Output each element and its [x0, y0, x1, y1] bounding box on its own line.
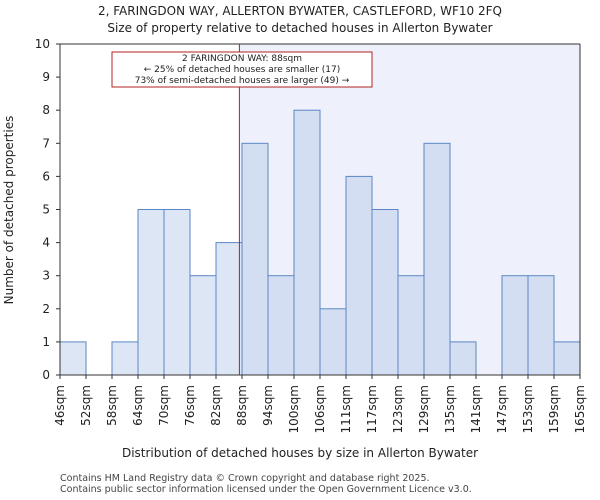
- x-tick-label-52sqm: 52sqm: [79, 385, 93, 426]
- annotation-line-2: ← 25% of detached houses are smaller (17…: [144, 65, 341, 75]
- x-tick-label-94sqm: 94sqm: [261, 385, 275, 426]
- x-tick-label-129sqm: 129sqm: [417, 385, 431, 433]
- bar-123sqm: [397, 275, 425, 376]
- bar-46sqm: [59, 341, 87, 376]
- x-tick-label-64sqm: 64sqm: [131, 385, 145, 426]
- footer-licence: Contains public sector information licen…: [60, 484, 472, 495]
- x-tick-label-88sqm: 88sqm: [235, 385, 249, 426]
- annotation-box: [111, 51, 373, 88]
- x-tick-label-46sqm: 46sqm: [53, 385, 67, 426]
- y-tick-label-1: 1: [42, 335, 50, 349]
- x-tick-label-141sqm: 141sqm: [469, 385, 483, 433]
- annotation-line-3: 73% of semi-detached houses are larger (…: [135, 76, 350, 86]
- annotation-line-1: 2 FARINGDON WAY: 88sqm: [182, 54, 302, 64]
- plot-area: 0 1 2 3 4 5 6 7 8 9 10 46sqm 52sqm 58sqm 64sqm 70sqm 76s…: [35, 37, 587, 433]
- bar-58sqm: [111, 341, 139, 376]
- bar-100sqm: [293, 109, 321, 376]
- x-tick-label-153sqm: 153sqm: [521, 385, 535, 433]
- bar-147sqm: [501, 275, 529, 376]
- y-tick-label-10: 10: [35, 37, 50, 51]
- bar-94sqm: [267, 275, 295, 376]
- x-tick-label-111sqm: 111sqm: [339, 385, 353, 433]
- x-tick-label-58sqm: 58sqm: [105, 385, 119, 426]
- histogram-chart: 2, FARINGDON WAY, ALLERTON BYWATER, CAST…: [2, 4, 587, 460]
- y-tick-label-2: 2: [42, 302, 50, 316]
- bar-88sqm: [241, 142, 269, 376]
- bar-70sqm: [163, 209, 191, 376]
- bar-153sqm: [527, 275, 555, 376]
- y-tick-label-0: 0: [42, 368, 50, 382]
- y-axis-label: Number of detached properties: [2, 116, 16, 305]
- bar-76sqm: [189, 275, 217, 376]
- bar-129sqm: [423, 142, 451, 376]
- chart-title: 2, FARINGDON WAY, ALLERTON BYWATER, CAST…: [98, 4, 502, 18]
- bar-111sqm: [345, 175, 373, 376]
- y-tick-label-7: 7: [42, 136, 50, 150]
- bar-82sqm: [215, 242, 243, 376]
- chart-subtitle: Size of property relative to detached ho…: [107, 21, 492, 35]
- x-tick-label-100sqm: 100sqm: [287, 385, 301, 433]
- footer-copyright: Contains HM Land Registry data © Crown c…: [60, 473, 430, 484]
- x-tick-label-123sqm: 123sqm: [391, 385, 405, 433]
- x-tick-label-82sqm: 82sqm: [209, 385, 223, 426]
- bar-159sqm: [553, 341, 581, 376]
- x-tick-label-159sqm: 159sqm: [547, 385, 561, 433]
- bar-117sqm: [371, 209, 399, 376]
- x-tick-label-135sqm: 135sqm: [443, 385, 457, 433]
- x-tick-label-117sqm: 117sqm: [365, 385, 379, 433]
- x-tick-label-147sqm: 147sqm: [495, 385, 509, 433]
- y-tick-label-4: 4: [42, 236, 50, 250]
- bar-106sqm: [319, 308, 347, 376]
- bar-135sqm: [449, 341, 477, 376]
- y-tick-label-8: 8: [42, 103, 50, 117]
- y-tick-label-5: 5: [42, 203, 50, 217]
- y-tick-label-9: 9: [42, 70, 50, 84]
- x-tick-label-106sqm: 106sqm: [313, 385, 327, 433]
- x-tick-label-70sqm: 70sqm: [157, 385, 171, 426]
- y-tick-label-3: 3: [42, 269, 50, 283]
- x-tick-label-76sqm: 76sqm: [183, 385, 197, 426]
- bar-64sqm: [137, 209, 165, 376]
- x-axis-label: Distribution of detached houses by size …: [122, 446, 478, 460]
- x-tick-label-165sqm: 165sqm: [573, 385, 587, 433]
- y-tick-label-6: 6: [42, 169, 50, 183]
